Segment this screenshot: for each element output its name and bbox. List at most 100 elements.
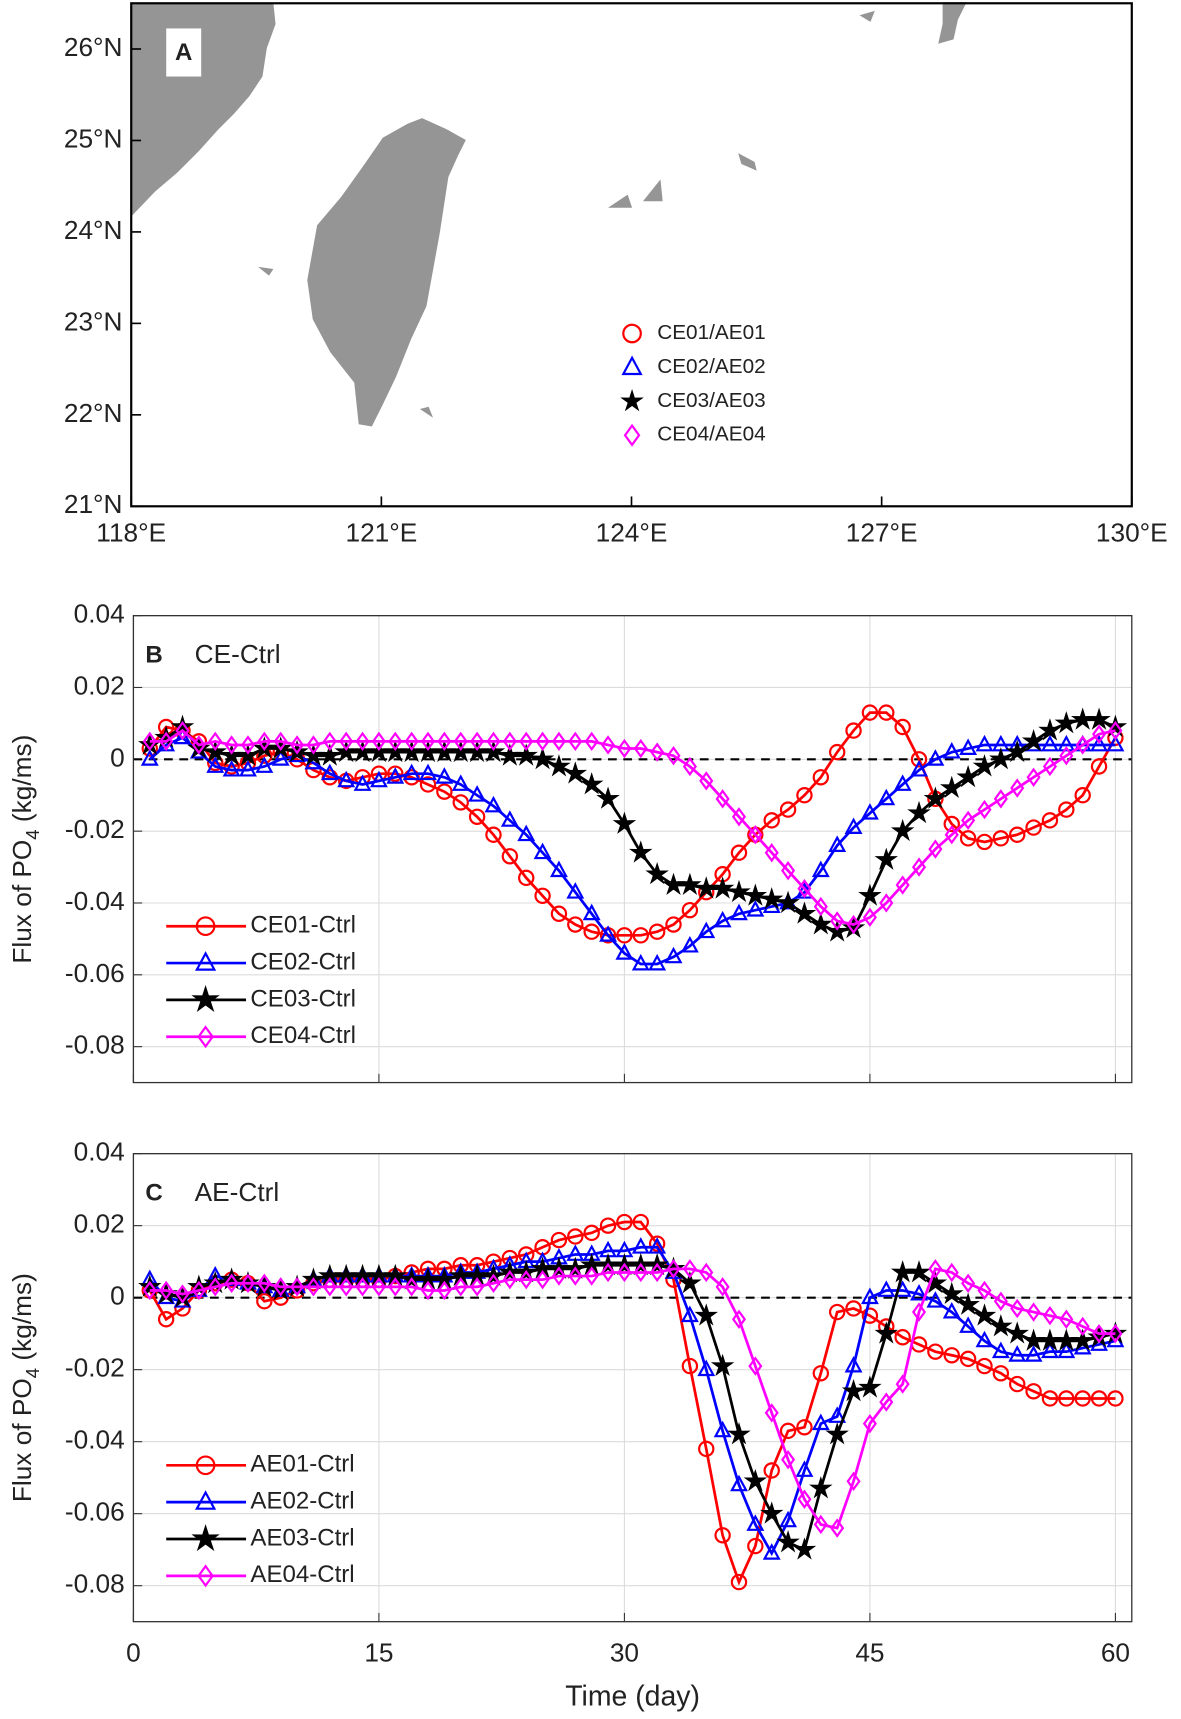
data-point bbox=[694, 1303, 718, 1326]
data-point bbox=[976, 1357, 993, 1375]
data-point bbox=[1092, 724, 1107, 744]
legend-label: CE03-Ctrl bbox=[250, 985, 356, 1012]
data-point bbox=[1009, 826, 1026, 843]
data-point bbox=[420, 1280, 436, 1301]
data-point bbox=[175, 720, 190, 741]
data-point bbox=[142, 1280, 157, 1301]
y-tick-label: 0.04 bbox=[74, 599, 125, 629]
data-point bbox=[468, 808, 486, 825]
legend-label: CE04-Ctrl bbox=[250, 1022, 356, 1049]
data-point bbox=[551, 731, 566, 752]
data-point bbox=[730, 1573, 748, 1591]
legend-marker bbox=[622, 323, 642, 344]
y-tick-label: 22°N bbox=[64, 398, 123, 428]
data-point bbox=[353, 774, 372, 791]
data-point bbox=[743, 883, 768, 906]
data-point bbox=[943, 1347, 960, 1364]
data-point bbox=[763, 812, 780, 829]
data-point bbox=[535, 1269, 550, 1290]
data-point bbox=[665, 916, 682, 933]
data-point bbox=[337, 770, 356, 788]
data-point bbox=[1042, 1305, 1057, 1326]
data-point bbox=[747, 1537, 764, 1555]
data-point bbox=[1041, 1390, 1059, 1407]
data-point bbox=[404, 731, 419, 752]
data-point bbox=[714, 1527, 731, 1544]
legend-label: CE01/AE01 bbox=[657, 321, 766, 344]
data-point bbox=[1038, 718, 1062, 741]
data-point bbox=[779, 801, 797, 818]
data-point bbox=[224, 735, 239, 755]
data-point bbox=[371, 731, 386, 752]
data-point bbox=[535, 731, 550, 752]
data-point bbox=[629, 840, 653, 863]
y-axis-label-part: Flux of PO bbox=[7, 1378, 37, 1502]
y-tick-label: -0.08 bbox=[65, 1569, 125, 1599]
data-point bbox=[992, 830, 1010, 847]
data-point bbox=[290, 1277, 305, 1297]
data-point bbox=[481, 739, 506, 763]
data-point bbox=[1009, 1375, 1026, 1393]
data-point bbox=[451, 774, 470, 791]
data-point bbox=[257, 731, 272, 752]
data-point bbox=[140, 749, 159, 766]
data-point bbox=[419, 776, 437, 793]
data-point bbox=[632, 1213, 649, 1231]
data-point bbox=[715, 1277, 730, 1297]
data-point bbox=[530, 747, 555, 770]
data-point bbox=[844, 1355, 863, 1373]
data-point bbox=[910, 751, 928, 768]
legend-marker bbox=[195, 916, 216, 937]
x-tick-label: 0 bbox=[126, 1637, 141, 1667]
taiwan bbox=[307, 118, 466, 427]
data-point bbox=[648, 953, 667, 971]
legend-label: CE04/AE04 bbox=[657, 423, 766, 446]
data-point bbox=[845, 1300, 862, 1317]
data-point bbox=[681, 1357, 699, 1375]
data-point bbox=[502, 731, 517, 752]
data-point bbox=[664, 946, 683, 964]
data-point bbox=[1070, 1328, 1095, 1351]
data-point bbox=[879, 1392, 894, 1412]
data-point bbox=[830, 911, 845, 931]
data-point bbox=[961, 1273, 976, 1293]
data-point bbox=[845, 722, 862, 739]
x-tick-label: 121°E bbox=[345, 518, 417, 548]
data-point bbox=[828, 1303, 846, 1321]
data-point bbox=[944, 825, 959, 845]
data-point bbox=[893, 774, 912, 791]
data-point bbox=[584, 731, 599, 752]
data-point bbox=[975, 734, 994, 752]
y-tick-label: 26°N bbox=[64, 32, 123, 62]
data-point bbox=[236, 743, 260, 766]
y-axis-label-part: Flux of PO bbox=[7, 840, 37, 964]
data-point bbox=[631, 1237, 650, 1254]
data-point bbox=[437, 1280, 452, 1301]
data-point bbox=[977, 799, 992, 820]
mainland bbox=[131, 3, 276, 217]
data-point bbox=[191, 735, 206, 755]
data-point bbox=[989, 747, 1013, 770]
data-point bbox=[682, 1259, 697, 1279]
data-point bbox=[579, 772, 604, 795]
data-point bbox=[813, 1514, 828, 1535]
panel-title: AE-Ctrl bbox=[195, 1177, 280, 1207]
data-point bbox=[388, 1277, 403, 1297]
data-point bbox=[792, 1537, 817, 1560]
data-point bbox=[710, 1353, 735, 1377]
data-point bbox=[923, 786, 948, 809]
data-point bbox=[1026, 1302, 1041, 1322]
data-point bbox=[825, 919, 849, 942]
data-point bbox=[452, 794, 469, 811]
data-point bbox=[273, 731, 288, 752]
legend-marker bbox=[620, 389, 644, 412]
data-point bbox=[956, 1292, 980, 1315]
data-point bbox=[468, 785, 487, 802]
data-point bbox=[616, 1213, 633, 1231]
data-point bbox=[1090, 1390, 1108, 1407]
data-point bbox=[1074, 787, 1091, 804]
data-point bbox=[1025, 819, 1042, 836]
data-point bbox=[222, 759, 241, 777]
